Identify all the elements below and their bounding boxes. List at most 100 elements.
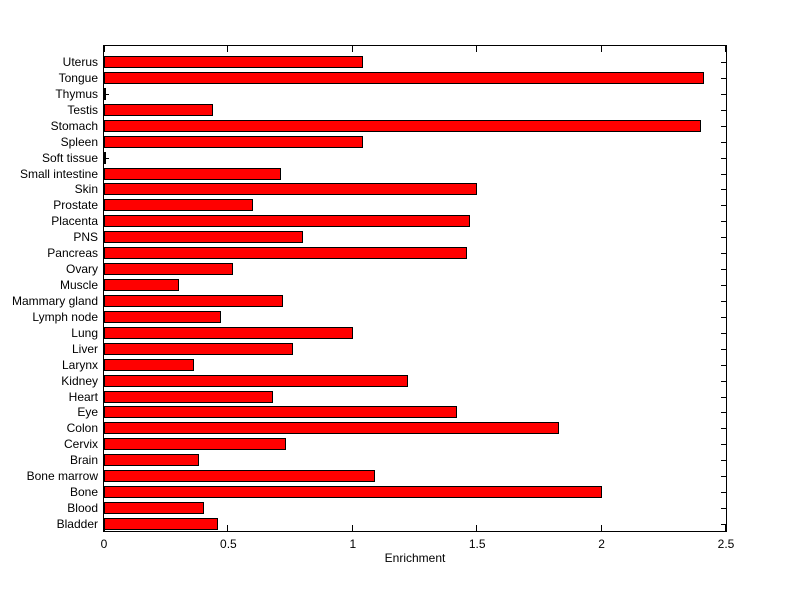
y-axis-label: Ovary [65, 262, 98, 276]
y-tick-mark [104, 158, 109, 159]
y-axis-label: Placenta [51, 214, 98, 228]
y-axis-label: Cervix [63, 437, 98, 451]
x-tick-label: 2.5 [717, 537, 735, 551]
bar-bone-marrow [104, 470, 375, 482]
y-axis-label: Bone [69, 485, 98, 499]
y-axis-label: Colon [66, 421, 98, 435]
bar-placenta [104, 215, 470, 227]
y-axis-label: Mammary gland [11, 294, 98, 308]
y-tick-mark [721, 110, 726, 111]
y-tick-mark [721, 381, 726, 382]
bar-liver [104, 343, 293, 355]
y-tick-mark [721, 285, 726, 286]
y-tick-mark [721, 412, 726, 413]
x-tick-mark [352, 46, 353, 52]
y-axis-label: Muscle [59, 278, 98, 292]
x-tick-mark [601, 525, 602, 531]
y-tick-mark [721, 301, 726, 302]
bar-lymph-node [104, 311, 221, 323]
bar-ovary [104, 263, 233, 275]
y-tick-mark [721, 508, 726, 509]
x-tick-mark [227, 46, 228, 52]
y-tick-mark [721, 221, 726, 222]
y-tick-mark [721, 237, 726, 238]
x-tick-mark [476, 46, 477, 52]
y-axis-label: Spleen [60, 135, 98, 149]
bar-muscle [104, 279, 179, 291]
y-axis-label: Lung [71, 326, 98, 340]
bar-larynx [104, 359, 194, 371]
bar-pancreas [104, 247, 467, 259]
bar-mammary-gland [104, 295, 283, 307]
bar-soft-tissue [104, 152, 106, 164]
y-axis-label: Small intestine [19, 167, 98, 181]
y-tick-mark [721, 78, 726, 79]
bar-pns [104, 231, 303, 243]
bar-skin [104, 183, 477, 195]
bar-heart [104, 391, 273, 403]
y-axis-label: Soft tissue [41, 151, 98, 165]
y-axis-label: Tongue [58, 71, 98, 85]
bar-colon [104, 422, 559, 434]
y-tick-mark [721, 397, 726, 398]
bar-prostate [104, 199, 253, 211]
y-tick-mark [721, 205, 726, 206]
y-tick-mark [721, 94, 726, 95]
y-axis-label: PNS [73, 230, 98, 244]
y-axis-label: Liver [71, 342, 98, 356]
y-axis-label: Skin [74, 182, 98, 196]
bar-blood [104, 502, 204, 514]
bar-tongue [104, 72, 704, 84]
y-tick-mark [721, 189, 726, 190]
bar-stomach [104, 120, 701, 132]
y-axis-label: Testis [67, 103, 98, 117]
x-tick-mark [725, 46, 726, 52]
bar-bladder [104, 518, 218, 530]
y-tick-mark [721, 365, 726, 366]
y-tick-mark [721, 349, 726, 350]
y-tick-mark [721, 492, 726, 493]
bar-kidney [104, 375, 408, 387]
y-tick-mark [721, 317, 726, 318]
y-axis-label: Bladder [56, 517, 98, 531]
x-tick-mark [476, 525, 477, 531]
y-axis-label: Kidney [61, 374, 98, 388]
y-axis-label: Heart [68, 390, 98, 404]
y-axis-label: Lymph node [32, 310, 98, 324]
x-tick-label: 0 [100, 537, 108, 551]
x-tick-mark [725, 525, 726, 531]
y-axis-label: Blood [67, 501, 98, 515]
bar-brain [104, 454, 199, 466]
x-tick-label: 1.5 [468, 537, 486, 551]
y-tick-mark [721, 174, 726, 175]
bar-thymus [104, 88, 106, 100]
bar-testis [104, 104, 213, 116]
y-tick-mark [721, 158, 726, 159]
x-tick-label: 1 [349, 537, 357, 551]
y-tick-mark [721, 142, 726, 143]
bar-cervix [104, 438, 286, 450]
x-tick-mark [601, 46, 602, 52]
plot-area [103, 45, 727, 532]
y-tick-mark [721, 333, 726, 334]
y-axis-label: Eye [77, 405, 98, 419]
x-tick-mark [352, 525, 353, 531]
bar-bone [104, 486, 602, 498]
y-tick-mark [721, 62, 726, 63]
y-axis-label: Uterus [62, 55, 98, 69]
y-tick-mark [721, 444, 726, 445]
y-tick-mark [721, 253, 726, 254]
bar-uterus [104, 56, 363, 68]
x-tick-mark [104, 46, 105, 52]
x-tick-mark [227, 525, 228, 531]
y-tick-mark [721, 126, 726, 127]
y-tick-mark [721, 269, 726, 270]
y-axis-label: Thymus [55, 87, 98, 101]
y-tick-mark [721, 460, 726, 461]
x-tick-label: 2 [598, 537, 605, 551]
y-axis-label: Pancreas [47, 246, 98, 260]
x-tick-label: 0.5 [220, 537, 237, 551]
bar-lung [104, 327, 353, 339]
y-axis-label: Bone marrow [26, 469, 98, 483]
